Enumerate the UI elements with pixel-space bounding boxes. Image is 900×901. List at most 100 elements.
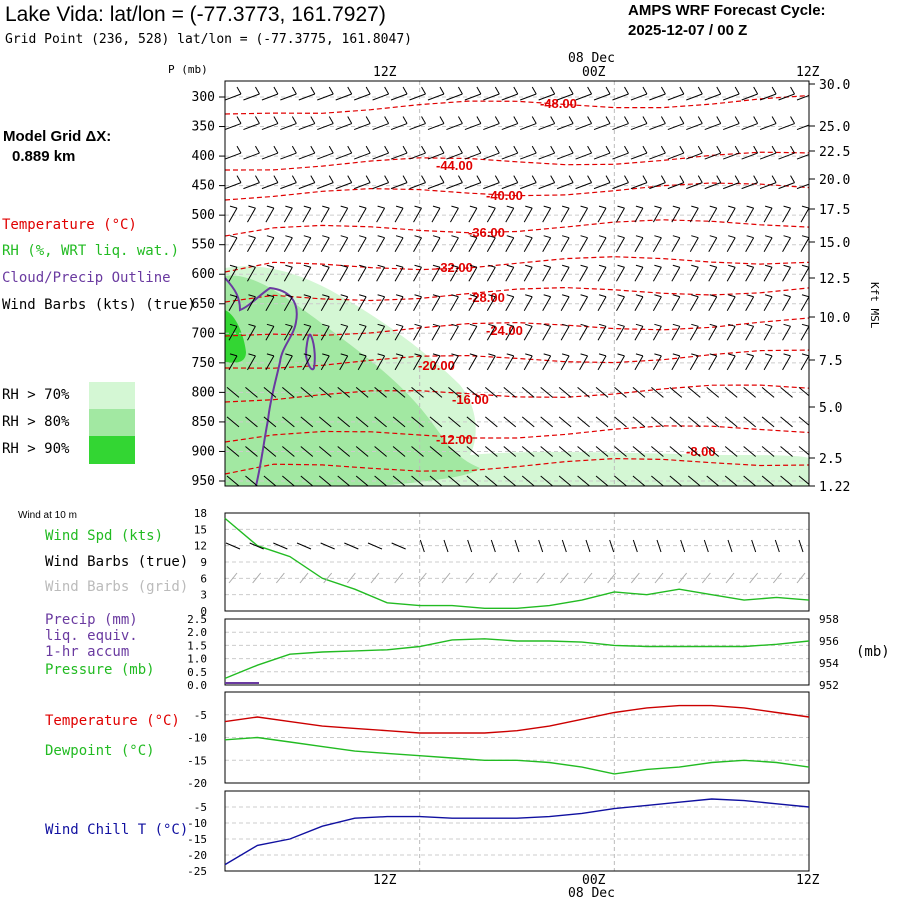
wind-barb-366 — [485, 416, 498, 428]
wind-spd-label: Wind Spd (kts) — [45, 528, 164, 544]
pressure-tick-450: 450 — [192, 179, 215, 194]
wind-barb-348 — [743, 387, 756, 398]
wind-barb-295 — [357, 353, 367, 371]
wind-barb-42 — [409, 116, 426, 131]
height-tick-1: 25.0 — [819, 120, 850, 135]
wind-barb-72 — [372, 145, 390, 160]
surface-wind-barb-1 — [249, 542, 264, 550]
wind-barb-281 — [689, 323, 699, 341]
wind-barb-24 — [667, 86, 685, 101]
wind-barb-431 — [503, 475, 517, 486]
wind-panel-tick-3: 9 — [200, 556, 207, 569]
wind-barb-142 — [486, 205, 496, 223]
precip-label: Precip (mm) — [45, 612, 138, 628]
wind-barb-402 — [558, 446, 572, 457]
wind-barb-15 — [501, 86, 519, 101]
wind-barb-367 — [503, 416, 517, 428]
wind-barb-379 — [724, 416, 738, 428]
wind-barb-437 — [614, 475, 627, 486]
surface-wind-barb-19 — [680, 539, 686, 553]
wind-barb-315 — [726, 353, 736, 371]
wind-barb-90 — [704, 145, 722, 160]
pressure-tick-600: 600 — [192, 267, 215, 282]
wind-barb-270 — [486, 323, 496, 341]
bottom-label-12z-b: 12Z — [796, 873, 820, 888]
wind-barb-227 — [283, 294, 293, 312]
rh90-swatch — [89, 436, 135, 464]
wind-barb-120 — [667, 175, 685, 190]
wind-barb-113 — [538, 175, 556, 190]
wind-barb-368 — [521, 416, 535, 428]
wind-barb-166 — [339, 235, 349, 252]
wc-panel-tick-0: -5 — [194, 801, 207, 814]
wind-barb-299 — [431, 353, 441, 371]
wind-barb-346 — [706, 387, 720, 398]
precip-panel-tick-5: 0.0 — [187, 679, 207, 692]
wind-barb-320 — [226, 387, 240, 398]
wind-barb-363 — [429, 416, 443, 428]
wind-barb-215 — [652, 264, 662, 282]
wind-barb-290 — [265, 353, 275, 371]
wind-barb-371 — [577, 416, 590, 428]
wind-barb-201 — [394, 264, 404, 282]
wind-barb-409 — [687, 446, 701, 457]
wind-barb-328 — [374, 387, 387, 398]
grid-wind-barb-15 — [583, 572, 593, 584]
wind-barb-314 — [708, 353, 718, 371]
wind-barb-213 — [616, 264, 625, 282]
wind-barb-412 — [743, 446, 756, 457]
wind-barb-271 — [505, 323, 515, 341]
wind-barb-37 — [317, 116, 334, 131]
wind-barb-441 — [687, 475, 701, 486]
wind-barb-29 — [759, 86, 777, 101]
wind-barb-376 — [669, 416, 683, 428]
wind-barb-217 — [689, 264, 699, 282]
wind-barb-265 — [394, 323, 404, 341]
wind-barb-7 — [353, 86, 371, 101]
wind-barb-229 — [320, 294, 330, 312]
wind-barb-337 — [540, 387, 553, 398]
wind-barb-447 — [798, 475, 809, 485]
wind-barb-88 — [667, 145, 685, 160]
temp-contour-label-7: -20.00 — [418, 358, 455, 373]
wc-panel-tick-3: -20 — [187, 849, 207, 862]
wind-barb-152 — [671, 205, 681, 223]
wind-barb-126 — [778, 175, 795, 190]
surface-wind-barb-3 — [296, 542, 312, 550]
wind-barbs-grid-label: Wind Barbs (grid) — [45, 579, 189, 595]
wind-barb-172 — [449, 235, 459, 252]
wind-barb-191 — [800, 235, 809, 252]
wind-barb-427 — [429, 475, 443, 486]
wind-panel-tick-1: 15 — [194, 523, 207, 536]
wind-barb-202 — [413, 264, 422, 282]
wind-barb-74 — [409, 145, 426, 160]
pressure-tick-right-1: 956 — [819, 635, 839, 648]
wind-barb-340 — [595, 387, 609, 398]
surface-wind-barb-23 — [774, 539, 780, 553]
legend-cloud: Cloud/Precip Outline — [2, 270, 171, 286]
temp-contour-8 — [225, 384, 809, 403]
wind-barb-143 — [505, 205, 515, 223]
wind-barb-405 — [614, 446, 627, 457]
grid-point-label: Grid Point (236, 528) lat/lon = (-77.377… — [5, 32, 412, 47]
wind-barb-353 — [245, 416, 258, 428]
wind-panel-frame — [224, 512, 810, 612]
surface-wind-barb-16 — [609, 539, 615, 553]
wind-barb-2 — [261, 86, 279, 101]
wind-barb-45 — [464, 116, 482, 131]
wind-barb-355 — [282, 416, 295, 428]
wind-barb-28 — [741, 86, 759, 101]
wind-barb-136 — [376, 205, 386, 223]
grid-wind-barb-11 — [488, 572, 498, 584]
wind-barb-173 — [468, 235, 478, 252]
temp-contour-7 — [225, 349, 809, 369]
wind-barb-214 — [634, 264, 644, 282]
wind-barb-259 — [283, 323, 293, 341]
wind-barb-322 — [263, 387, 277, 398]
wind-barb-115 — [575, 175, 593, 190]
legend-rh: RH (%, WRT liq. wat.) — [2, 243, 180, 259]
height-tick-5: 15.0 — [819, 236, 850, 251]
wind-barb-145 — [542, 205, 552, 223]
pressure-tick-650: 650 — [192, 297, 215, 312]
wind-barb-70 — [335, 145, 353, 160]
